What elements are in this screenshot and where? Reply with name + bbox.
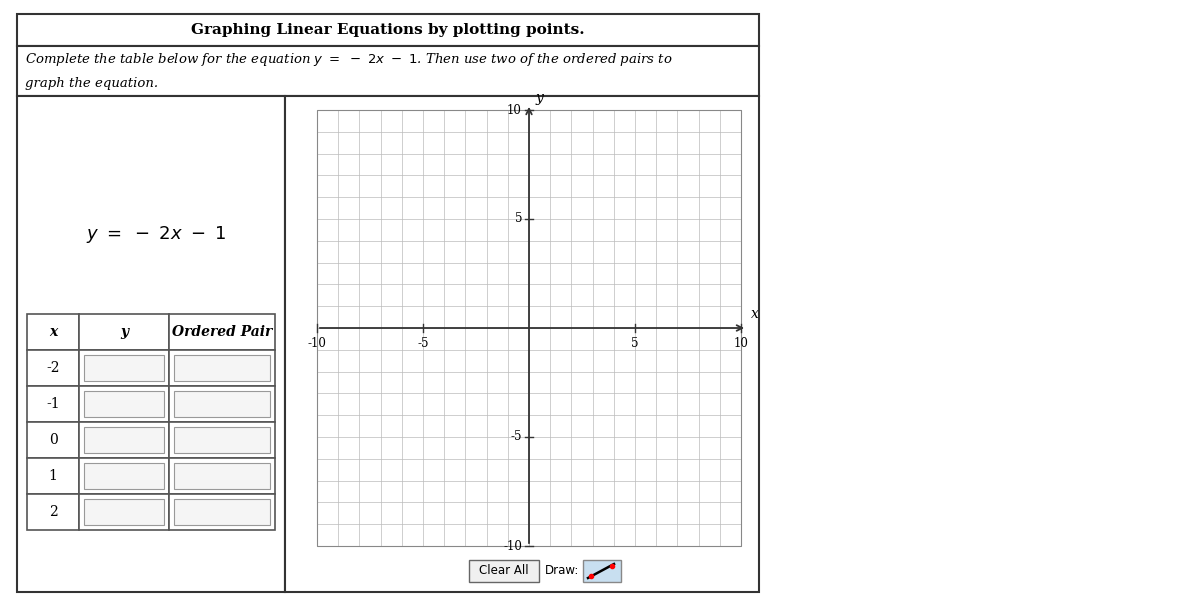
Bar — [79, 422, 169, 458]
Bar — [28, 314, 79, 350]
Text: Ordered Pair: Ordered Pair — [172, 325, 272, 339]
Bar — [174, 355, 270, 381]
Text: 1: 1 — [48, 470, 58, 483]
Text: Complete the table below for the equation $y\ =\ -\ 2x\ -\ 1$. Then use two of t: Complete the table below for the equatio… — [25, 52, 673, 68]
Text: 0: 0 — [49, 433, 58, 447]
Text: x: x — [49, 325, 58, 339]
Text: -5: -5 — [510, 431, 522, 443]
Bar — [286, 96, 760, 592]
Bar — [79, 458, 169, 495]
Bar — [169, 422, 275, 458]
Bar — [28, 458, 79, 495]
Bar — [28, 495, 79, 530]
Text: -10: -10 — [307, 337, 326, 350]
Bar — [84, 355, 164, 381]
Text: Clear All: Clear All — [479, 565, 529, 577]
Text: $y\ =\ -\ 2x\ -\ 1$: $y\ =\ -\ 2x\ -\ 1$ — [86, 224, 227, 245]
Bar — [169, 314, 275, 350]
Bar — [17, 14, 760, 46]
Bar — [79, 495, 169, 530]
Bar — [174, 391, 270, 417]
Text: -5: -5 — [418, 337, 428, 350]
Bar — [28, 386, 79, 422]
Bar — [17, 96, 286, 592]
Text: 10: 10 — [508, 104, 522, 116]
Bar — [174, 428, 270, 453]
Text: -2: -2 — [47, 361, 60, 375]
Text: graph the equation.: graph the equation. — [25, 77, 158, 91]
Text: -1: -1 — [46, 397, 60, 411]
Text: y: y — [120, 325, 128, 339]
Bar — [79, 350, 169, 386]
Bar — [169, 386, 275, 422]
Bar — [583, 560, 622, 582]
Text: 5: 5 — [631, 337, 638, 350]
Bar — [84, 499, 164, 525]
Bar — [317, 110, 742, 546]
Bar — [84, 428, 164, 453]
Bar — [174, 463, 270, 489]
Bar — [84, 463, 164, 489]
Bar — [84, 391, 164, 417]
Text: 5: 5 — [515, 213, 522, 225]
Bar — [17, 46, 760, 96]
Text: -10: -10 — [503, 540, 522, 552]
Bar — [469, 560, 539, 582]
Bar — [174, 499, 270, 525]
Bar — [169, 458, 275, 495]
Bar — [28, 422, 79, 458]
Text: Draw:: Draw: — [545, 565, 580, 577]
Bar — [79, 386, 169, 422]
Text: y: y — [535, 91, 542, 105]
Text: 2: 2 — [49, 505, 58, 519]
Text: Graphing Linear Equations by plotting points.: Graphing Linear Equations by plotting po… — [191, 23, 584, 37]
Bar — [79, 314, 169, 350]
Text: x: x — [751, 307, 758, 321]
Text: 10: 10 — [733, 337, 749, 350]
Bar — [28, 350, 79, 386]
Bar — [169, 350, 275, 386]
Bar — [169, 495, 275, 530]
